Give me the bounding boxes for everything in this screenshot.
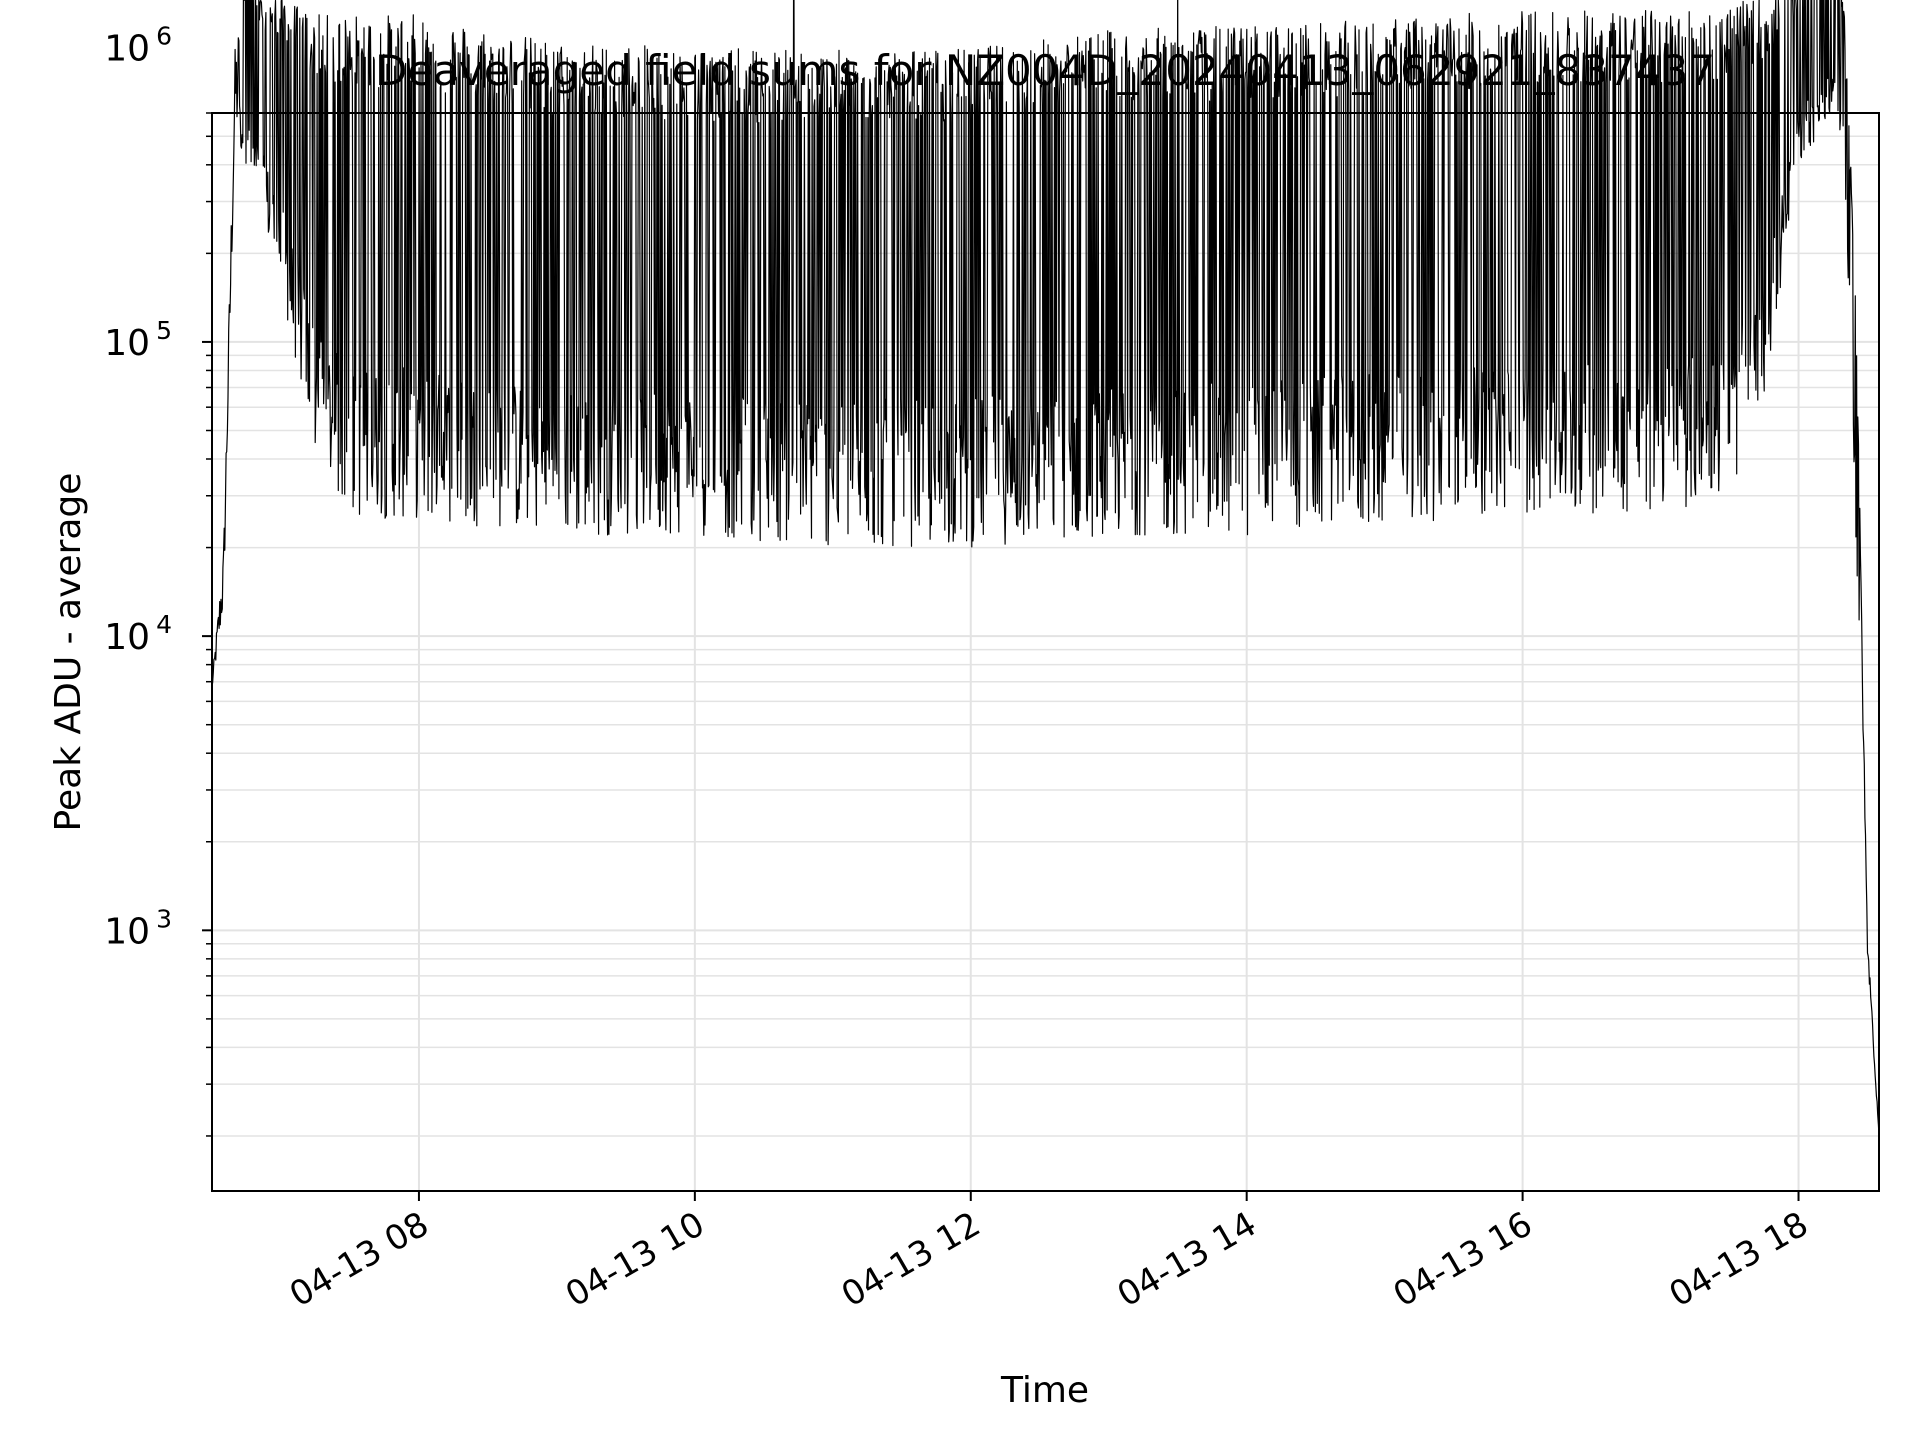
y-tick-label-exponent: 4 — [156, 610, 172, 639]
series-line — [211, 0, 1880, 1137]
y-tick-label: 10 — [104, 29, 150, 70]
chart-title: Deaveraged field sums for NZ004D_2024041… — [375, 46, 1715, 95]
y-tick-label: 10 — [104, 617, 150, 658]
series-path — [211, 0, 1880, 1137]
y-tick-label: 10 — [104, 911, 150, 952]
y-tick-label-exponent: 5 — [156, 316, 172, 345]
x-axis-label: Time — [1000, 1370, 1089, 1411]
plot-frame — [211, 112, 1880, 1192]
y-axis-label: Peak ADU - average — [48, 473, 89, 832]
y-tick-label: 10 — [104, 323, 150, 364]
y-tick-label-exponent: 6 — [156, 22, 172, 51]
y-tick-label-exponent: 3 — [156, 904, 172, 933]
